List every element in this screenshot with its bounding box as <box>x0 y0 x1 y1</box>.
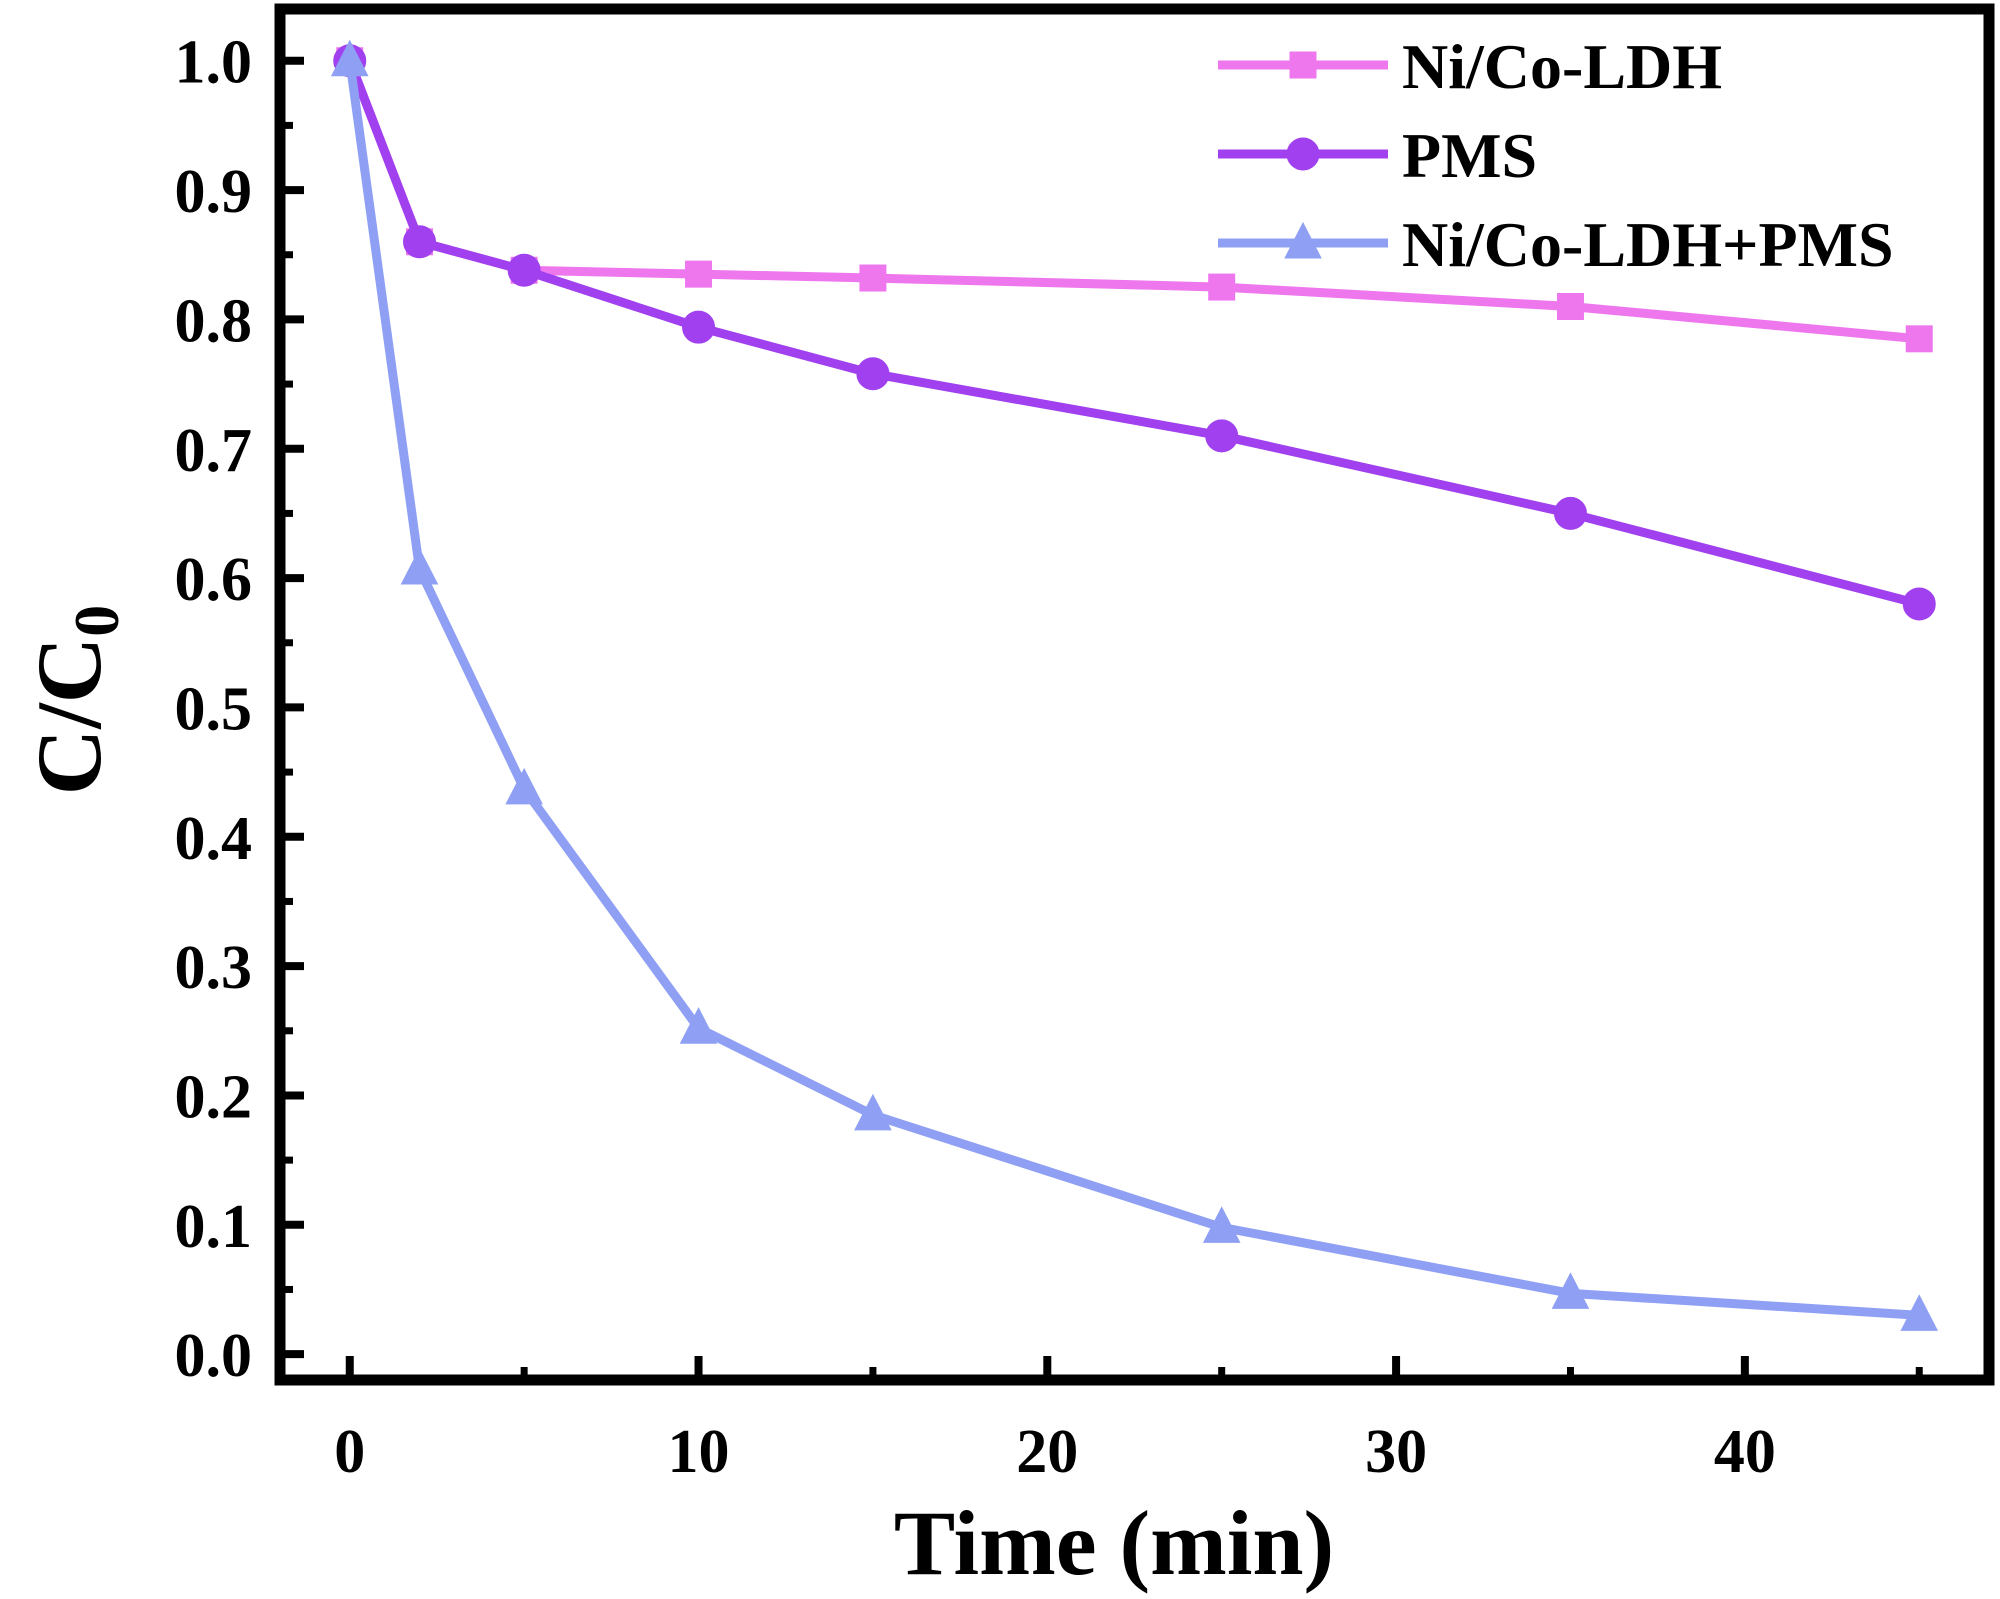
legend-label: Ni/Co-LDH <box>1402 31 1722 102</box>
x-axis-title: Time (min) <box>894 1492 1334 1594</box>
y-axis-title-subscript: 0 <box>61 605 132 637</box>
data-point <box>1202 1206 1241 1243</box>
y-tick-label: 0.5 <box>175 675 253 743</box>
data-point <box>1208 273 1236 301</box>
y-tick-label: 0.9 <box>175 158 253 226</box>
data-point <box>679 1007 718 1044</box>
data-point <box>859 264 887 292</box>
data-point <box>1205 419 1239 453</box>
data-point <box>1902 587 1936 621</box>
y-tick-label: 0.8 <box>175 287 253 355</box>
series-circle <box>333 44 1936 621</box>
y-tick-label: 0.2 <box>175 1063 253 1131</box>
y-axis-title: C/C0 <box>18 605 132 795</box>
data-point <box>1900 1294 1939 1331</box>
legend-entry: Ni/Co-LDH <box>1218 31 1722 102</box>
y-tick-label: 0.4 <box>175 805 253 873</box>
data-point <box>400 547 439 585</box>
legend-marker <box>1284 221 1322 259</box>
data-point <box>505 767 543 805</box>
series-line <box>345 60 1920 1320</box>
x-tick-label: 0 <box>334 1418 365 1486</box>
y-tick-label: 0.0 <box>175 1322 253 1390</box>
x-tick-label: 20 <box>1016 1418 1078 1486</box>
data-point <box>685 260 713 288</box>
legend-entry: PMS <box>1218 120 1537 191</box>
data-point <box>682 310 716 344</box>
x-tick-label: 30 <box>1365 1418 1427 1486</box>
y-tick-label: 0.7 <box>175 417 253 485</box>
legend-marker <box>1286 137 1320 171</box>
series-triangle <box>330 39 1939 1331</box>
legend-marker <box>1289 51 1317 79</box>
y-tick-label: 0.3 <box>175 934 253 1002</box>
svg-text:C/C0: C/C0 <box>18 605 132 795</box>
y-tick-label: 1.0 <box>175 29 253 97</box>
y-axis-title-main: C/C <box>18 637 120 795</box>
data-point <box>403 225 437 259</box>
y-tick-label: 0.1 <box>175 1193 253 1261</box>
data-point <box>856 357 890 391</box>
data-point <box>1556 292 1584 320</box>
y-tick-label: 0.6 <box>175 546 253 614</box>
series-line <box>345 59 1920 344</box>
ticks-layer: 0.0 0.1 0.2 0.3 0.4 0.5 0.6 0.7 0.8 0.9 1.0 0 10 20 30… <box>175 29 1923 1486</box>
legend-entry: Ni/Co-LDH+PMS <box>1218 209 1894 280</box>
data-point <box>1551 1272 1590 1309</box>
data-point <box>330 39 369 77</box>
series-line <box>345 59 1921 609</box>
data-point <box>854 1093 892 1131</box>
data-point <box>1905 325 1933 353</box>
plot-frame <box>274 3 1995 1386</box>
legend-label: Ni/Co-LDH+PMS <box>1402 209 1894 280</box>
data-point <box>1553 496 1587 530</box>
legend: Ni/Co-LDH PMS Ni/Co-LDH+PMS <box>1218 31 1894 280</box>
series-layer <box>330 39 1939 1331</box>
legend-label: PMS <box>1402 120 1537 191</box>
data-point <box>507 253 541 287</box>
x-tick-label: 10 <box>668 1418 730 1486</box>
x-tick-label: 40 <box>1714 1418 1776 1486</box>
